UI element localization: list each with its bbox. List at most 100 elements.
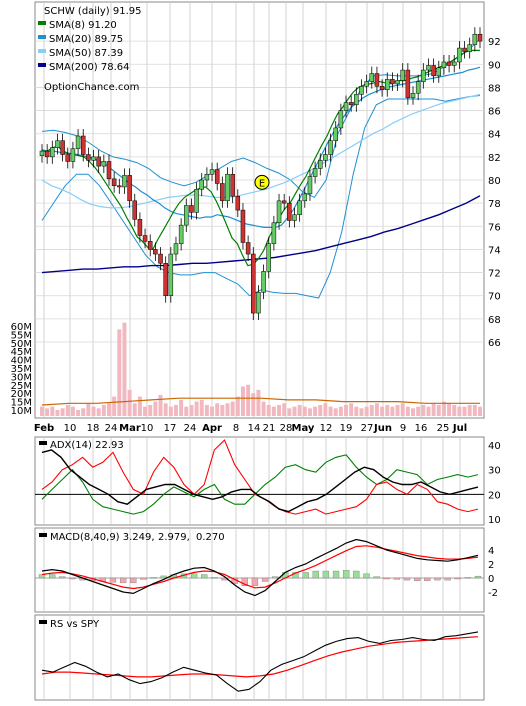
x-tick-label: Jun xyxy=(373,423,392,434)
macd-histogram-bar xyxy=(343,570,350,579)
candle-body xyxy=(132,200,138,220)
price-tick-label: 70 xyxy=(488,292,501,303)
plus-di-line xyxy=(41,454,479,515)
volume-bar xyxy=(210,406,215,416)
volume-bar xyxy=(328,406,333,416)
candle-body xyxy=(415,81,421,94)
volume-bar xyxy=(189,404,194,416)
candle-body xyxy=(307,176,313,195)
volume-bar xyxy=(235,396,240,416)
x-tick-label: 27 xyxy=(361,423,374,434)
candle-body xyxy=(240,209,246,243)
volume-bar xyxy=(70,406,75,416)
macd-panel xyxy=(34,527,485,613)
adx-label: ADX(14) 22.93 xyxy=(50,440,124,451)
volume-bar xyxy=(318,404,323,416)
macd-label: MACD(8,40,9) 3.249, xyxy=(50,532,155,543)
legend-label: SMA(200) 78.64 xyxy=(49,62,130,73)
legend-swatch xyxy=(38,21,46,25)
price-tick-label: 82 xyxy=(488,153,501,164)
volume-bar xyxy=(256,389,261,416)
candle-body xyxy=(111,178,117,187)
x-tick-label: 12 xyxy=(320,423,333,434)
x-tick-label: May xyxy=(292,423,315,434)
volume-bar xyxy=(184,406,189,416)
macd-histogram-bar xyxy=(353,570,360,579)
macd-histogram-bar xyxy=(109,577,117,583)
volume-tick-label: 10M xyxy=(11,406,32,417)
volume-bar xyxy=(462,406,467,416)
candle-body xyxy=(467,44,472,52)
volume-bar xyxy=(472,404,477,416)
candle-body xyxy=(343,102,349,111)
volume-tick-label: 25M xyxy=(11,381,32,392)
macd-histogram-bar xyxy=(160,575,167,579)
macd-histogram-bar xyxy=(312,570,319,579)
volume-bar xyxy=(204,404,209,416)
volume-bar xyxy=(344,404,349,416)
volume-bar xyxy=(230,401,235,416)
candle-body xyxy=(86,154,91,161)
macd-histogram-bar xyxy=(69,577,76,580)
candle-body xyxy=(147,241,153,250)
volume-average-line xyxy=(41,397,480,406)
x-tick-label: 10 xyxy=(64,423,77,434)
volume-bar xyxy=(117,329,122,416)
volume-bar xyxy=(369,404,374,416)
candle-body xyxy=(142,235,148,242)
x-tick-label: 24 xyxy=(184,423,197,434)
legend-swatch xyxy=(38,63,46,67)
candle-body xyxy=(374,73,380,87)
volume-bar xyxy=(179,399,184,416)
candle-body xyxy=(472,33,478,45)
volume-tick-label: 40M xyxy=(11,356,32,367)
candle-body xyxy=(158,253,163,264)
candle-body xyxy=(60,140,65,155)
volume-bar xyxy=(390,406,395,416)
candle-body xyxy=(168,253,174,296)
volume-bar xyxy=(240,386,245,416)
adx-tick-label: 40 xyxy=(488,441,501,452)
candle-body xyxy=(70,148,76,162)
volume-bar xyxy=(405,406,410,416)
candle-body xyxy=(163,263,168,296)
macd-histogram-bar xyxy=(150,577,157,579)
macd-histogram-bar xyxy=(414,577,421,581)
candle-body xyxy=(379,86,385,90)
volume-bar xyxy=(220,404,225,416)
candle-body xyxy=(421,69,426,82)
macd-signal-label: 2.979, xyxy=(158,532,190,543)
volume-tick-label: 30M xyxy=(11,372,32,383)
price-tick-label: 84 xyxy=(488,130,501,141)
candle-body xyxy=(261,271,266,293)
candle-body xyxy=(122,175,127,188)
candle-body xyxy=(281,200,287,204)
candle-body xyxy=(292,214,297,221)
volume-bar xyxy=(199,399,204,416)
volume-bar xyxy=(411,408,416,416)
x-tick-label: Mar xyxy=(119,423,141,434)
x-tick-label: Feb xyxy=(34,423,54,434)
adx-legend-swatch xyxy=(39,441,47,445)
candle-body xyxy=(137,219,143,236)
candle-body xyxy=(220,183,225,202)
volume-tick-label: 15M xyxy=(11,398,32,409)
rs-line xyxy=(41,631,479,692)
macd-histogram-bar xyxy=(454,577,461,580)
volume-bar xyxy=(153,401,158,416)
candle-body xyxy=(39,150,45,156)
volume-bar xyxy=(50,406,55,416)
watermark: OptionChance.com xyxy=(44,82,139,93)
candle-body xyxy=(251,253,256,314)
candle-body xyxy=(395,80,400,85)
candle-body xyxy=(436,67,442,77)
volume-bar xyxy=(137,396,142,416)
candle-body xyxy=(446,61,452,66)
candle-body xyxy=(209,169,215,175)
candle-body xyxy=(426,65,431,71)
candle-body xyxy=(369,73,375,82)
x-tick-label: Apr xyxy=(202,423,222,434)
candle-body xyxy=(230,173,235,197)
legend-label: SMA(20) 89.75 xyxy=(49,34,123,45)
x-tick-label: 18 xyxy=(87,423,100,434)
